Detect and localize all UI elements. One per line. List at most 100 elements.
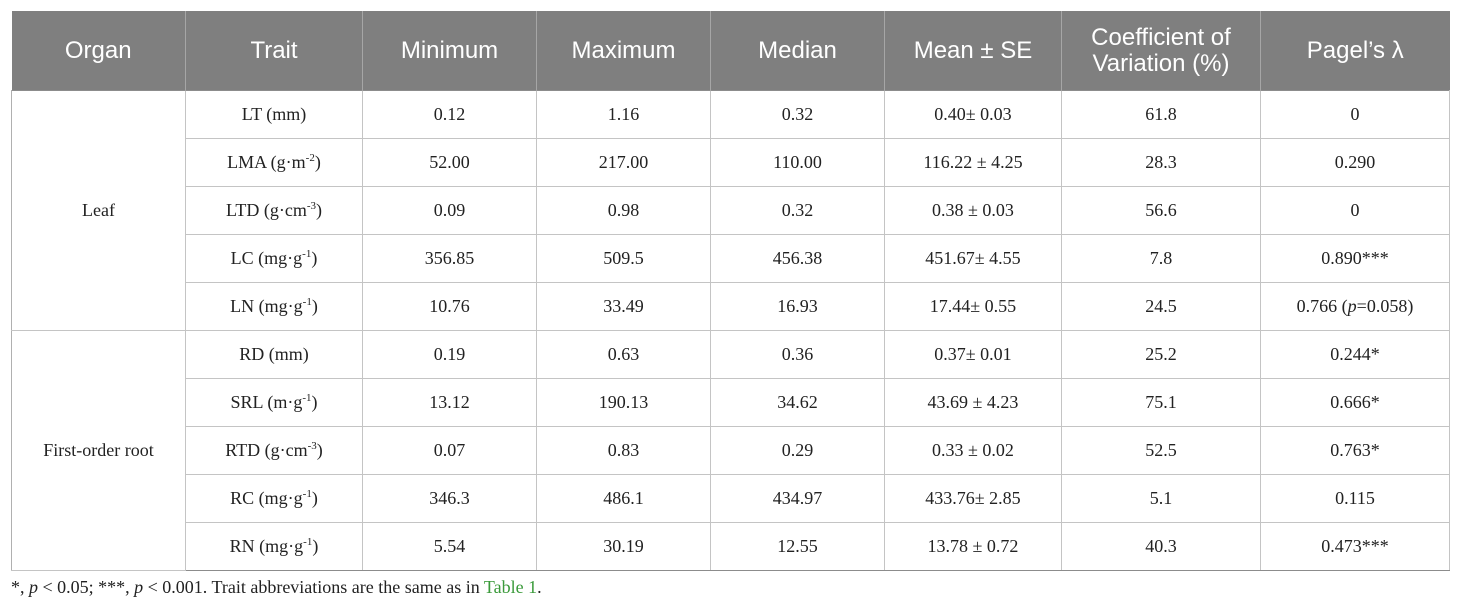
table-body: Leaf LT (mm) 0.12 1.16 0.32 0.40± 0.03 61.8 0 LM… (11, 90, 1450, 571)
header-maximum: Maximum (536, 11, 711, 91)
trait-label: SRL (m·g (230, 392, 303, 412)
trait-label: LC (mg·g (230, 248, 303, 268)
median-cell: 434.97 (710, 474, 885, 523)
minimum-cell: 52.00 (362, 138, 537, 187)
cv-cell: 56.6 (1061, 186, 1261, 235)
cv-cell: 28.3 (1061, 138, 1261, 187)
pagels-lambda-cell: 0.244* (1260, 330, 1450, 379)
header-mean-se: Mean ± SE (884, 11, 1062, 91)
mean-se-cell: 0.37± 0.01 (884, 330, 1062, 379)
median-cell: 456.38 (710, 234, 885, 283)
trait-label: RTD (g·cm (225, 440, 308, 460)
header-coefficient-of-variation: Coefficient of Variation (%) (1061, 11, 1261, 91)
unit-exponent: -3 (307, 440, 317, 452)
cv-cell: 5.1 (1061, 474, 1261, 523)
trait-cell: RN (mg·g-1) (185, 522, 363, 571)
table-footnote: *, p < 0.05; ***, p < 0.001. Trait abbre… (11, 577, 542, 598)
unit-exponent: -3 (306, 200, 316, 212)
footnote-text: < 0.001. Trait abbreviations are the sam… (143, 577, 484, 597)
trait-label-end: ) (311, 248, 318, 268)
maximum-cell: 486.1 (536, 474, 711, 523)
lambda-value: 0.244* (1330, 344, 1380, 364)
organ-cell: Leaf (11, 90, 186, 331)
median-cell: 16.93 (710, 282, 885, 331)
trait-label: LTD (g·cm (226, 200, 307, 220)
minimum-cell: 0.09 (362, 186, 537, 235)
mean-se-cell: 0.38 ± 0.03 (884, 186, 1062, 235)
header-organ: Organ (11, 11, 186, 91)
footnote-p-symbol: p (134, 577, 144, 597)
table-1-link[interactable]: Table 1 (483, 577, 538, 597)
table-row: Leaf LT (mm) 0.12 1.16 0.32 0.40± 0.03 61.8 0 (11, 90, 1450, 331)
mean-se-cell: 451.67± 4.55 (884, 234, 1062, 283)
median-cell: 0.29 (710, 426, 885, 475)
maximum-cell: 1.16 (536, 90, 711, 139)
trait-table-container: Organ Trait Minimum Maximum Median Mean … (11, 11, 1450, 571)
mean-se-cell: 13.78 ± 0.72 (884, 522, 1062, 571)
trait-label: RC (mg·g (230, 488, 303, 508)
pagels-lambda-cell: 0.290 (1260, 138, 1450, 187)
maximum-cell: 509.5 (536, 234, 711, 283)
table-row: LMA (g·m-2) 52.00 217.00 110.00 116.22 ± 4.2… (12, 138, 1450, 187)
trait-label-end: ) (311, 296, 318, 316)
trait-cell: LT (mm) (185, 90, 363, 139)
pagels-lambda-cell: 0 (1260, 90, 1450, 139)
trait-cell: LMA (g·m-2) (185, 138, 363, 187)
trait-label-end: ) (316, 440, 323, 460)
table-row: RN (mg·g-1) 5.54 30.19 12.55 13.78 ± 0.72 40.… (12, 522, 1450, 571)
pagels-lambda-cell: 0.666* (1260, 378, 1450, 427)
trait-label-end: ) (311, 392, 318, 412)
unit-exponent: -1 (302, 392, 312, 404)
median-cell: 110.00 (710, 138, 885, 187)
trait-cell: RTD (g·cm-3) (185, 426, 363, 475)
cv-cell: 75.1 (1061, 378, 1261, 427)
lambda-p-symbol: p (1347, 296, 1357, 316)
trait-label-end: ) (314, 152, 321, 172)
trait-cell: SRL (m·g-1) (185, 378, 363, 427)
maximum-cell: 217.00 (536, 138, 711, 187)
mean-se-cell: 0.40± 0.03 (884, 90, 1062, 139)
pagels-lambda-cell: 0.115 (1260, 474, 1450, 523)
minimum-cell: 0.07 (362, 426, 537, 475)
trait-label-end: ) (316, 200, 322, 220)
median-cell: 12.55 (710, 522, 885, 571)
minimum-cell: 0.12 (362, 90, 537, 139)
header-trait: Trait (185, 11, 363, 91)
footnote-p-symbol: p (29, 577, 38, 597)
table-row: LN (mg·g-1) 10.76 33.49 16.93 17.44± 0.55 24.… (12, 282, 1450, 331)
cv-cell: 52.5 (1061, 426, 1261, 475)
pagels-lambda-cell: 0 (1260, 186, 1450, 235)
header-median: Median (710, 11, 885, 91)
trait-label-end: ) (311, 488, 318, 508)
minimum-cell: 0.19 (362, 330, 537, 379)
trait-cell: RD (mm) (185, 330, 363, 379)
unit-exponent: -1 (302, 296, 312, 308)
minimum-cell: 356.85 (362, 234, 537, 283)
header-row: Organ Trait Minimum Maximum Median Mean … (11, 11, 1450, 91)
cv-cell: 61.8 (1061, 90, 1261, 139)
header-pagels-lambda: Pagel’s λ (1260, 11, 1450, 91)
table-row: RTD (g·cm-3) 0.07 0.83 0.29 0.33 ± 0.02 52.5 0… (12, 426, 1450, 475)
cv-cell: 25.2 (1061, 330, 1261, 379)
mean-se-cell: 0.33 ± 0.02 (884, 426, 1062, 475)
table-row: SRL (m·g-1) 13.12 190.13 34.62 43.69 ± 4.23 7… (12, 378, 1450, 427)
table-row: LTD (g·cm-3) 0.09 0.98 0.32 0.38 ± 0.03 56.6 0 (12, 186, 1450, 235)
pagels-lambda-cell: 0.766 (p=0.058) (1260, 282, 1450, 331)
organ-cell: First-order root (11, 330, 186, 571)
cv-cell: 40.3 (1061, 522, 1261, 571)
trait-cell: LN (mg·g-1) (185, 282, 363, 331)
lambda-value: 0.115 (1335, 488, 1375, 508)
minimum-cell: 346.3 (362, 474, 537, 523)
median-cell: 0.32 (710, 186, 885, 235)
median-cell: 34.62 (710, 378, 885, 427)
table-row: RC (mg·g-1) 346.3 486.1 434.97 433.76± 2.85 5… (12, 474, 1450, 523)
unit-exponent: -1 (302, 488, 312, 500)
lambda-value: 0.766 ( (1296, 296, 1348, 316)
trait-label: LN (mg·g (230, 296, 303, 316)
lambda-value: 0.763* (1330, 440, 1380, 460)
unit-exponent: -1 (303, 536, 313, 548)
unit-exponent: -1 (302, 248, 312, 260)
minimum-cell: 5.54 (362, 522, 537, 571)
lambda-value: 0 (1350, 104, 1360, 124)
trait-cell: LTD (g·cm-3) (185, 186, 363, 235)
